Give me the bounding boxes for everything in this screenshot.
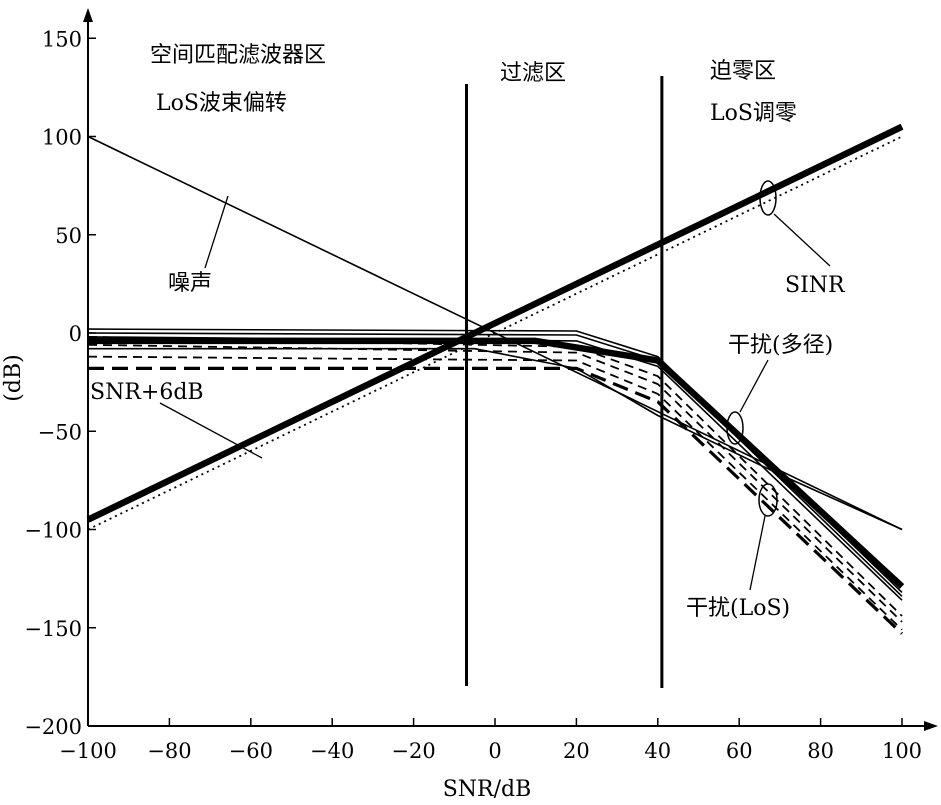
los-ellipse-marker <box>758 483 778 517</box>
series-line-thin-solid <box>87 332 903 597</box>
x-axis-title: SNR/dB <box>443 777 532 802</box>
ticks: −100 −80 −60 −40 −20 0 20 40 60 80 100150100500−50… <box>24 27 922 763</box>
region-boundaries <box>465 76 664 688</box>
region-right-sublabel: LoS调零 <box>710 101 797 126</box>
y-tick-label: −100 <box>24 519 82 543</box>
x-tick-label: 40 <box>644 739 671 763</box>
series-line-dashed <box>87 355 903 631</box>
y-tick-label: −50 <box>38 420 82 444</box>
multipath-ellipse-marker <box>726 411 744 445</box>
sinr-ellipse-marker <box>759 180 777 216</box>
series-line-dashed <box>87 343 903 623</box>
noise-leader-line <box>204 195 229 269</box>
y-tick-label: −150 <box>24 617 82 641</box>
series-line-thick-dashed <box>88 366 904 635</box>
y-tick-label: −200 <box>24 715 82 739</box>
x-tick-label: 80 <box>807 739 834 763</box>
series-line-thin-solid <box>87 336 903 601</box>
snr-plus-6db-label: SNR+6dB <box>90 380 204 405</box>
snr-leader-line <box>159 402 263 459</box>
sinr-label: SINR <box>785 273 846 298</box>
series-line-thick-solid <box>88 337 905 589</box>
series-layer <box>86 123 905 635</box>
y-tick-label: 100 <box>42 126 82 150</box>
x-tick-label: −20 <box>391 739 435 763</box>
region-left-sublabel: LoS波束偏转 <box>156 91 287 116</box>
y-axis-arrow-icon <box>83 8 93 22</box>
series-line-thick-solid <box>86 123 904 523</box>
interference-multipath-label: 干扰(多径) <box>728 333 833 358</box>
noise-label: 噪声 <box>168 271 212 296</box>
x-tick-label: 100 <box>882 739 922 763</box>
interference-los-label: 干扰(LoS) <box>686 596 790 621</box>
x-tick-label: 20 <box>563 739 590 763</box>
los-leader-line <box>749 515 766 591</box>
region-right-label: 迫零区 <box>710 59 776 84</box>
y-tick-label: 0 <box>69 322 82 346</box>
region-left-label: 空间匹配滤波器区 <box>150 43 326 68</box>
x-tick-label: −40 <box>310 739 354 763</box>
x-tick-label: 60 <box>726 739 753 763</box>
x-tick-label: −100 <box>59 739 117 763</box>
series-line-dotted <box>87 135 903 531</box>
x-tick-label: 0 <box>488 739 501 763</box>
series-line-dashed <box>87 336 903 617</box>
y-axis-title: (dB) <box>1 354 26 401</box>
x-tick-label: −80 <box>147 739 191 763</box>
series-line-thin-solid <box>88 347 903 531</box>
x-axis-arrow-icon <box>924 721 938 731</box>
y-tick-label: 150 <box>42 27 82 51</box>
sinr-leader-line <box>773 213 831 267</box>
multipath-leader-line <box>739 359 769 413</box>
y-tick-label: 50 <box>55 224 82 248</box>
region-mid-label: 过滤区 <box>500 61 566 86</box>
x-tick-label: −60 <box>229 739 273 763</box>
